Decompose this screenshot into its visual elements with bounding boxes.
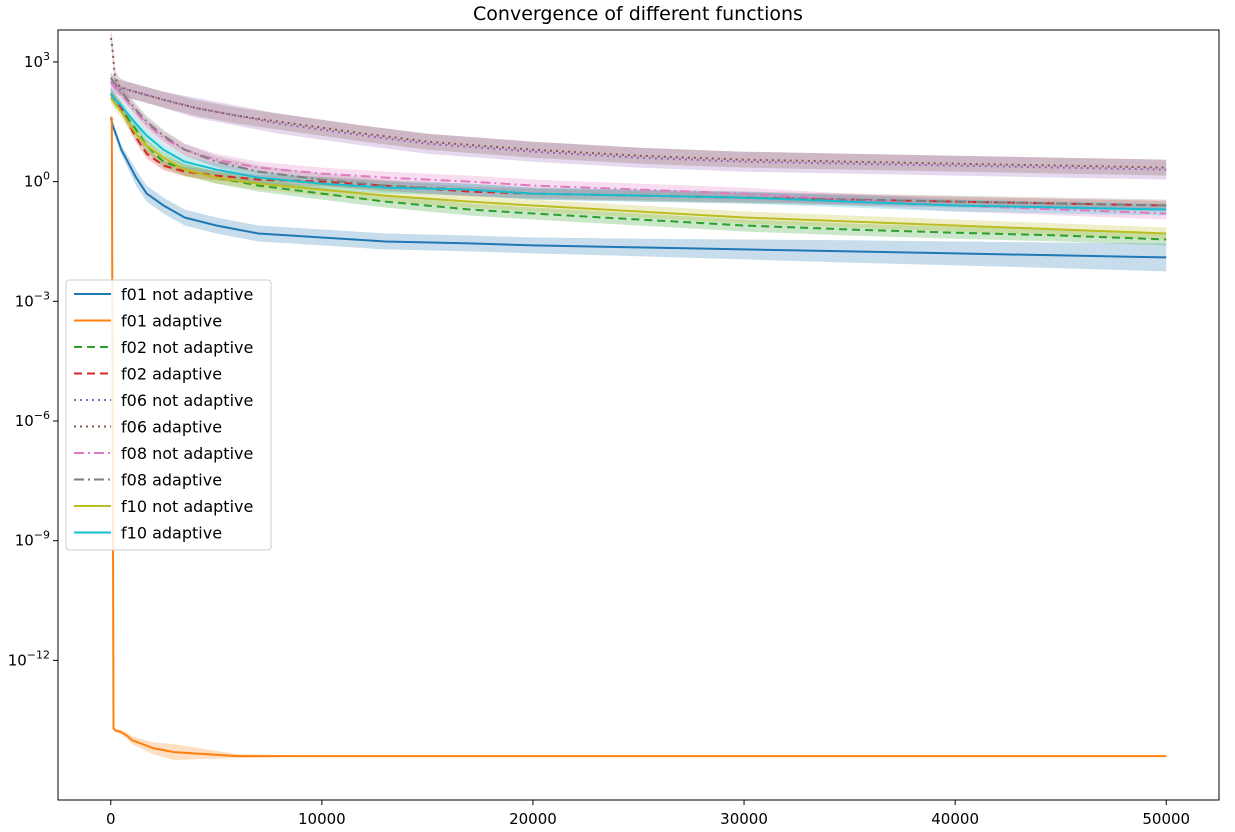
series-lines: [109, 37, 1167, 758]
legend-label: f01 not adaptive: [121, 285, 253, 304]
y-tick-label: 10−12: [8, 648, 50, 669]
line-series-2: [110, 116, 1167, 758]
x-tick-label: 40000: [931, 810, 979, 828]
band-series-10: [110, 87, 1167, 216]
chart-title: Convergence of different functions: [473, 3, 803, 25]
plot-frame: [57, 29, 1220, 801]
y-tick-label: 10−3: [15, 289, 50, 310]
line-series-8: [109, 77, 1167, 207]
line-series-6: [109, 37, 1167, 169]
y-tick-label: 100: [24, 170, 50, 191]
x-tick-label: 50000: [1142, 810, 1190, 828]
x-axis: 0 10000 20000 30000 40000 50000: [106, 800, 1190, 828]
legend-label: f02 not adaptive: [121, 338, 253, 357]
band-series-7: [110, 75, 1167, 220]
legend-label: f06 adaptive: [121, 418, 222, 437]
x-tick-label: 30000: [720, 810, 768, 828]
line-series-10: [109, 93, 1167, 211]
legend-label: f02 adaptive: [121, 365, 222, 384]
x-tick-label: 20000: [509, 810, 557, 828]
legend: f01 not adaptive f01 adaptive f02 not adap…: [65, 279, 272, 551]
y-tick-label: 103: [24, 50, 50, 71]
band-series-3: [110, 87, 1167, 246]
band-series-9: [110, 91, 1167, 240]
legend-label: f10 adaptive: [121, 524, 222, 543]
line-series-7: [109, 81, 1167, 215]
legend-label: f01 adaptive: [121, 312, 222, 331]
line-series-3: [109, 93, 1167, 241]
legend-label: f08 not adaptive: [121, 444, 253, 463]
legend-box: [65, 279, 272, 551]
legend-label: f08 adaptive: [121, 471, 222, 490]
line-series-9: [109, 97, 1167, 235]
legend-label: f06 not adaptive: [121, 391, 253, 410]
y-tick-label: 10−9: [15, 529, 50, 550]
line-series-1: [109, 117, 1167, 259]
x-tick-label: 0: [106, 810, 116, 828]
y-axis: 103 100 10−3 10−6 10−9 10−12: [8, 50, 58, 669]
band-series-6: [110, 30, 1167, 176]
legend-label: f10 not adaptive: [121, 497, 253, 516]
y-tick-label: 10−6: [15, 409, 50, 430]
x-tick-label: 10000: [298, 810, 346, 828]
